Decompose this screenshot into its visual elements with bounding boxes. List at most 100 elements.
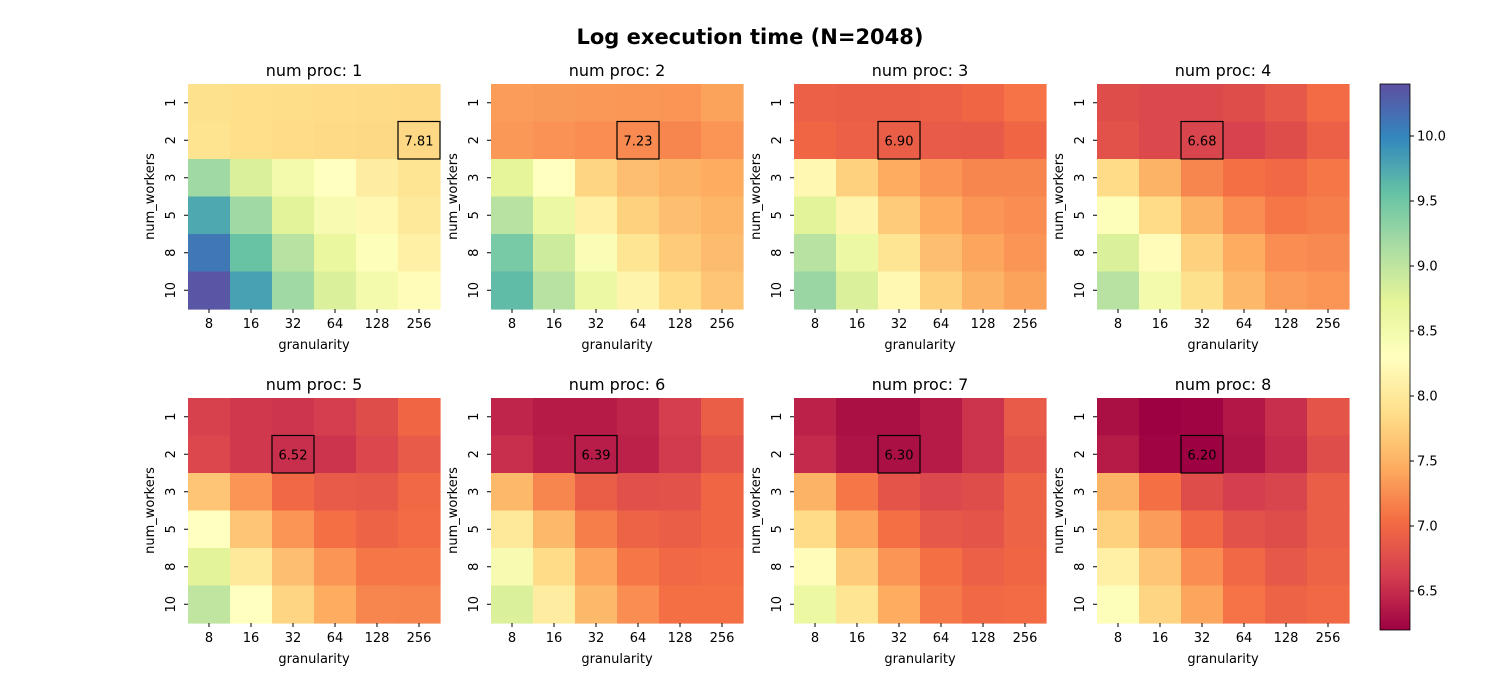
heatmap-cell bbox=[230, 548, 273, 587]
heatmap-cell bbox=[878, 159, 921, 198]
heatmap-cell bbox=[836, 435, 879, 474]
panel-title: num proc: 3 bbox=[872, 61, 969, 80]
heatmap-cell bbox=[314, 271, 357, 310]
colorbar-tick-label: 8.0 bbox=[1417, 390, 1438, 405]
y-tick-label: 8 bbox=[164, 563, 179, 571]
heatmap-cell bbox=[314, 398, 357, 437]
y-tick-label: 5 bbox=[770, 525, 785, 533]
heatmap-cell bbox=[659, 435, 702, 474]
heatmap-cell bbox=[1181, 510, 1224, 549]
y-tick-label: 10 bbox=[770, 282, 785, 299]
y-tick-label: 10 bbox=[164, 596, 179, 613]
x-tick-label: 8 bbox=[1114, 317, 1122, 332]
x-tick-label: 8 bbox=[508, 631, 516, 646]
heatmap-cell bbox=[1181, 585, 1224, 624]
heatmap-cell bbox=[491, 121, 534, 160]
heatmap-cell bbox=[1307, 234, 1350, 273]
x-tick-label: 64 bbox=[630, 317, 647, 332]
heatmap-panel: num proc: 7 6.30 8 16 32 64 128 256 1 2 3 5 8 10 granu… bbox=[749, 375, 1047, 667]
heatmap-cell bbox=[491, 84, 534, 123]
y-tick-label: 10 bbox=[1073, 282, 1088, 299]
heatmap-cell bbox=[962, 121, 1005, 160]
x-tick-label: 64 bbox=[327, 631, 344, 646]
colorbar-tick-label: 9.5 bbox=[1417, 195, 1438, 210]
min-value-label: 6.52 bbox=[279, 448, 308, 463]
heatmap-cell bbox=[314, 159, 357, 198]
heatmap-cell bbox=[836, 473, 879, 512]
x-tick-label: 256 bbox=[1013, 317, 1038, 332]
heatmap-cell bbox=[962, 548, 1005, 587]
heatmap-cell bbox=[920, 510, 963, 549]
heatmap-cell bbox=[398, 585, 441, 624]
heatmap-cell bbox=[659, 159, 702, 198]
heatmap-cell bbox=[1265, 234, 1308, 273]
heatmap-cell bbox=[575, 510, 618, 549]
heatmap-cell bbox=[1265, 473, 1308, 512]
x-tick-label: 8 bbox=[508, 317, 516, 332]
heatmap-cell bbox=[962, 435, 1005, 474]
heatmap-cell bbox=[1181, 84, 1224, 123]
heatmap-cell bbox=[701, 121, 744, 160]
heatmap-cell bbox=[356, 84, 399, 123]
heatmap-cell bbox=[272, 271, 315, 310]
heatmap-cell bbox=[1097, 84, 1140, 123]
heatmap-panel: num proc: 6 6.39 8 16 32 64 128 256 1 2 3 5 8 10 granu… bbox=[446, 375, 744, 667]
y-axis-label: num_workers bbox=[749, 467, 764, 554]
heatmap-cell bbox=[794, 234, 837, 273]
colorbar-tick-label: 8.5 bbox=[1417, 325, 1438, 340]
heatmap-cell bbox=[701, 196, 744, 235]
y-tick-label: 1 bbox=[164, 413, 179, 421]
heatmap-cell bbox=[794, 473, 837, 512]
heatmap-cell bbox=[701, 234, 744, 273]
heatmap-cell bbox=[701, 585, 744, 624]
min-value-box bbox=[1180, 434, 1224, 474]
y-tick-label: 3 bbox=[164, 174, 179, 182]
heatmap-cell bbox=[659, 234, 702, 273]
heatmap-cell bbox=[356, 234, 399, 273]
heatmap-cell bbox=[575, 121, 618, 160]
heatmap-cell bbox=[878, 271, 921, 310]
heatmap-cell bbox=[491, 159, 534, 198]
heatmap-cell bbox=[962, 196, 1005, 235]
heatmap-cell bbox=[1139, 159, 1182, 198]
heatmap-cell bbox=[575, 234, 618, 273]
heatmap-cell bbox=[794, 84, 837, 123]
heatmap-cell bbox=[1307, 121, 1350, 160]
heatmap-cell bbox=[1139, 234, 1182, 273]
heatmap-cell bbox=[1004, 234, 1047, 273]
heatmap-cell bbox=[878, 435, 921, 474]
heatmap-cell bbox=[314, 234, 357, 273]
heatmap-cell bbox=[533, 121, 576, 160]
heatmap-cell bbox=[398, 398, 441, 437]
heatmap-cell bbox=[1265, 159, 1308, 198]
heatmap-cell bbox=[188, 121, 231, 160]
heatmap-cell bbox=[617, 196, 660, 235]
heatmap-cell bbox=[1139, 435, 1182, 474]
heatmap-cell bbox=[1004, 159, 1047, 198]
heatmap-cell bbox=[1223, 435, 1266, 474]
heatmap-cell bbox=[1097, 159, 1140, 198]
heatmap-panel: num proc: 2 7.23 8 16 32 64 128 256 1 2 3 5 8 10 granu… bbox=[446, 61, 744, 353]
y-tick-label: 8 bbox=[1073, 249, 1088, 257]
heatmap-cell bbox=[314, 435, 357, 474]
x-tick-label: 32 bbox=[588, 631, 605, 646]
heatmap-cell bbox=[836, 585, 879, 624]
x-tick-label: 32 bbox=[891, 317, 908, 332]
panel-title: num proc: 8 bbox=[1175, 375, 1272, 394]
heatmap-cell bbox=[878, 473, 921, 512]
heatmap-panel: num proc: 8 6.20 8 16 32 64 128 256 1 2 3 5 8 10 granu… bbox=[1052, 375, 1350, 667]
x-axis-label: granularity bbox=[278, 338, 350, 353]
x-tick-label: 128 bbox=[971, 317, 996, 332]
heatmap-cell bbox=[1139, 473, 1182, 512]
heatmap-cell bbox=[575, 159, 618, 198]
heatmap-cell bbox=[1223, 548, 1266, 587]
heatmap-cell bbox=[659, 585, 702, 624]
heatmap-cell bbox=[314, 84, 357, 123]
heatmap-cell bbox=[398, 473, 441, 512]
heatmap-cell bbox=[617, 121, 660, 160]
x-tick-label: 128 bbox=[668, 631, 693, 646]
heatmap-cell bbox=[962, 84, 1005, 123]
y-tick-label: 3 bbox=[1073, 174, 1088, 182]
y-tick-label: 2 bbox=[164, 450, 179, 458]
x-tick-label: 128 bbox=[668, 317, 693, 332]
